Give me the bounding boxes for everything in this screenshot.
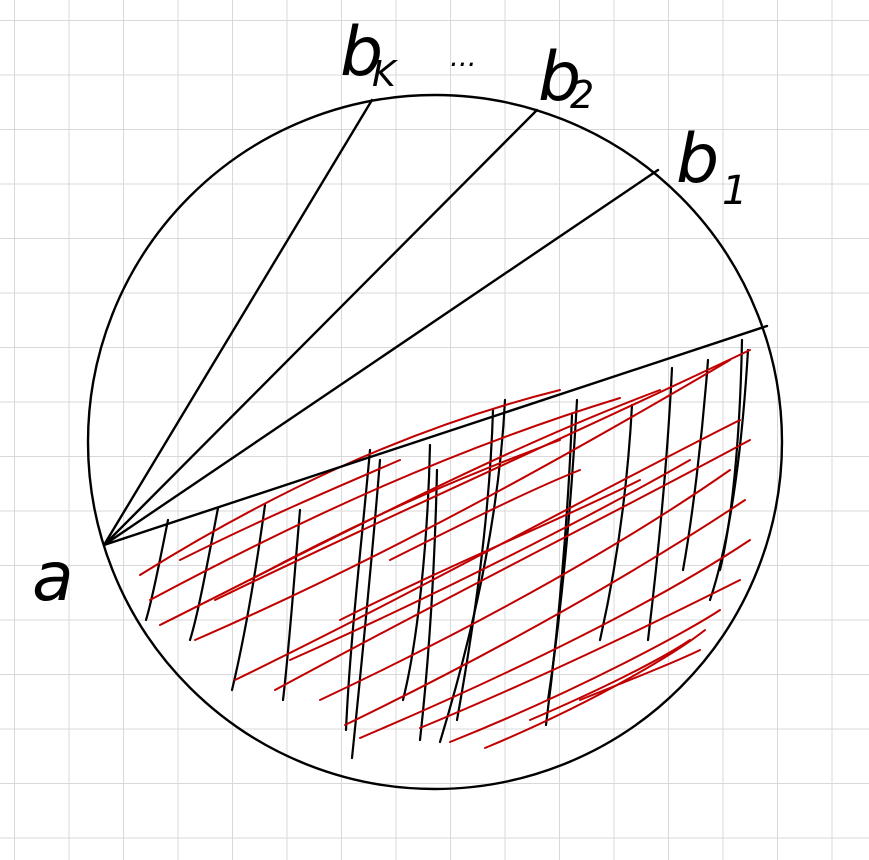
black-hatch-stroke [281,508,302,702]
red-hatch-stroke [449,609,721,743]
red-hatch-stroke [274,439,751,691]
label-b1-subscript: 1 [722,168,747,214]
red-hatch-stroke [159,389,661,626]
black-hatch-stroke [144,518,170,622]
red-hatch-stroke [214,349,751,601]
black-hatch-stroke [544,413,574,727]
hatching-red [139,349,751,749]
black-hatch-stroke [681,358,710,572]
chord-a-b2 [102,108,539,547]
label-dots: ... [450,40,477,73]
red-hatch-stroke [389,469,581,561]
red-hatch-stroke [339,479,641,621]
red-hatch-stroke [194,359,731,641]
black-hatch-stroke [546,398,579,702]
chords [102,98,769,547]
chord-a-bk [102,98,374,547]
black-hatch-stroke [418,468,439,742]
label-bk-subscript: K [372,54,398,95]
red-hatch-stroke [419,579,741,729]
label-b1: b [676,120,719,199]
red-hatch-stroke [484,629,706,749]
black-hatch-stroke [598,403,634,642]
black-hatch-stroke [344,448,372,732]
red-hatch-stroke [319,469,731,701]
label-bk: b [340,13,383,92]
black-hatch-stroke [401,443,432,702]
red-hatch-stroke [359,539,751,739]
red-hatch-stroke [344,499,746,726]
circle [86,93,784,791]
black-hatch-stroke [230,503,267,692]
red-hatch-stroke [179,459,401,561]
black-hatch-stroke [646,366,674,642]
red-hatch-stroke [289,459,691,661]
red-hatch-stroke [249,439,561,581]
chord-a-shaded-boundary [102,324,769,547]
black-hatch-stroke [455,408,495,722]
label-a: a [32,538,74,617]
red-hatch-stroke [149,397,621,601]
chord-a-b1 [102,168,660,547]
label-b2-subscript: 2 [570,73,594,117]
black-hatch-stroke [438,398,507,744]
red-hatch-stroke [579,649,701,701]
red-hatch-stroke [529,639,691,721]
labels: a b K ... b 2 b 1 [32,13,747,617]
black-hatch-stroke [708,348,750,602]
black-hatch-stroke [188,506,220,642]
label-b2: b [538,38,581,117]
